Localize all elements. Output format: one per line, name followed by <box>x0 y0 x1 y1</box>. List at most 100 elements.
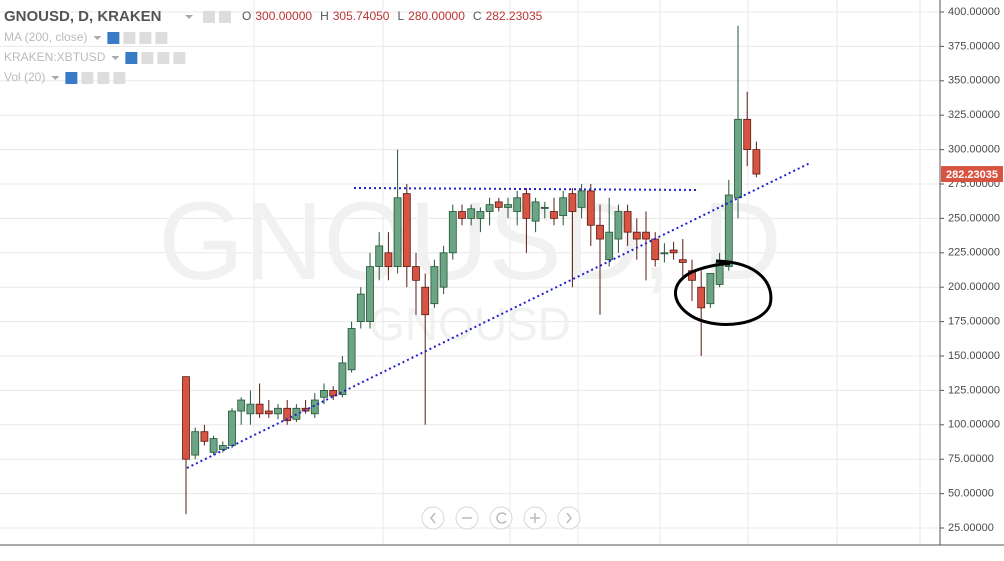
settings-button <box>81 72 94 84</box>
candle-body <box>310 399 319 415</box>
candle-body <box>513 197 522 212</box>
candle-body <box>660 252 669 255</box>
annotations <box>186 162 811 469</box>
candle-body <box>724 194 733 267</box>
scroll-left-button[interactable] <box>421 506 445 530</box>
visibility-button[interactable] <box>65 72 78 84</box>
y-tick-label: 175.00000 <box>948 316 1000 328</box>
ohlc-value: 305.74050 <box>333 9 390 23</box>
indicator-label: Vol (20) <box>4 70 45 84</box>
y-tick-label: 50.00000 <box>948 488 994 500</box>
candle-body <box>347 328 356 371</box>
candle-body <box>642 231 650 240</box>
ohlc-value: 282.23035 <box>486 9 543 23</box>
candle-body <box>412 266 420 281</box>
candle-body <box>218 445 227 450</box>
candle-body <box>320 390 328 398</box>
y-tick-label: 75.00000 <box>948 453 994 465</box>
candle-body <box>678 259 687 263</box>
candle-body <box>191 431 200 456</box>
add-button <box>97 72 110 84</box>
candle-body <box>697 286 706 309</box>
scroll-right-button[interactable] <box>557 506 581 530</box>
y-tick-label: 100.00000 <box>948 419 1000 431</box>
candle-body <box>752 149 761 175</box>
candle-body <box>577 190 586 208</box>
y-tick-label: 400.00000 <box>948 6 1000 18</box>
y-tick-label: 150.00000 <box>948 350 1000 362</box>
trend-line <box>186 162 811 469</box>
candle-body <box>734 118 742 199</box>
y-tick-label: 225.00000 <box>948 247 1000 259</box>
candle-body <box>274 407 282 415</box>
candle-body <box>559 197 568 217</box>
ohlc-value: 280.00000 <box>408 9 465 23</box>
candle-body <box>264 410 273 415</box>
candle-body <box>402 193 411 267</box>
remove-button <box>173 52 186 64</box>
y-tick-label: 375.00000 <box>948 40 1000 52</box>
price-tag-label: 282.23035 <box>946 169 998 181</box>
candle-body <box>209 438 218 453</box>
y-tick-label: 350.00000 <box>948 75 1000 87</box>
settings-button <box>123 32 136 44</box>
candle-body <box>430 266 439 305</box>
visibility-button[interactable] <box>107 32 120 44</box>
candle-body <box>421 286 430 316</box>
add-button <box>139 32 152 44</box>
candle-body <box>605 231 614 261</box>
y-tick-label: 200.00000 <box>948 281 1000 293</box>
candle-body <box>393 197 402 267</box>
candle-body <box>228 410 236 446</box>
candle-body <box>494 201 503 208</box>
candle-body <box>200 431 209 442</box>
candle-body <box>596 224 604 240</box>
remove-button <box>113 72 126 84</box>
settings-button <box>141 52 154 64</box>
y-tick-label: 25.00000 <box>948 522 994 534</box>
reset-button[interactable] <box>489 506 513 530</box>
symbol-title: GNOUSD, D, KRAKEN <box>4 8 162 25</box>
candle-body <box>568 193 577 212</box>
candle-body <box>669 249 678 254</box>
candle-body <box>246 403 255 415</box>
ohlc-key: L <box>397 9 404 23</box>
candle-body <box>540 206 549 209</box>
candle-body <box>439 252 448 288</box>
candle-body <box>550 211 558 219</box>
y-tick-label: 300.00000 <box>948 144 1000 156</box>
candle-body <box>458 211 466 219</box>
visibility-button[interactable] <box>125 52 138 64</box>
add-button <box>157 52 170 64</box>
watermark-sub: GNOUSD <box>369 298 571 350</box>
candle-body <box>623 211 632 233</box>
candle-body <box>476 211 485 219</box>
candle-body <box>255 403 264 415</box>
candle-body <box>292 407 301 420</box>
candle-body <box>338 362 347 395</box>
candle-body <box>182 376 190 460</box>
y-tick-label: 250.00000 <box>948 212 1000 224</box>
horizontal-grid <box>0 11 940 529</box>
candle-body <box>384 252 393 267</box>
watermark: GNOUSD, D <box>158 180 781 303</box>
indicator-label: MA (200, close) <box>4 30 87 44</box>
candle-body <box>329 390 338 397</box>
ohlc-value: 300.00000 <box>255 9 312 23</box>
dropdown-arrow <box>111 56 120 60</box>
candle-body <box>743 118 752 151</box>
candle-body <box>283 407 292 422</box>
candle-body <box>485 204 494 212</box>
remove-button <box>155 32 168 44</box>
candle-body <box>651 238 660 261</box>
candle-body <box>448 211 457 254</box>
ohlc-key: C <box>473 9 482 23</box>
candle-body <box>614 211 623 240</box>
candle-body <box>632 231 641 240</box>
candle-body <box>586 190 595 226</box>
last-price-tag: 282.23035 <box>941 166 1003 183</box>
indicator-label: KRAKEN:XBTUSD <box>4 50 106 64</box>
y-tick-label: 125.00000 <box>948 384 1000 396</box>
ohlc-key: H <box>320 9 329 23</box>
